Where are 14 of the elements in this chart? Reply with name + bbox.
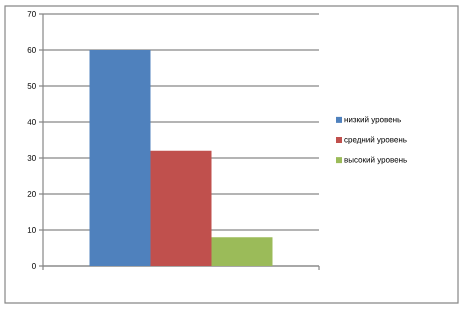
- bar: [150, 150, 212, 266]
- y-tick-label: 0: [32, 263, 36, 269]
- y-tick-label: 60: [28, 47, 36, 53]
- legend-label: низкий уровень: [344, 116, 401, 124]
- y-tick-label: 40: [27, 119, 36, 125]
- legend-label: средний уровень: [344, 136, 407, 144]
- y-tick-label: 30: [28, 155, 36, 161]
- legend-label: высокий уровень: [344, 156, 407, 164]
- y-tick-label: 20: [28, 191, 36, 197]
- bar: [90, 50, 151, 266]
- y-tick-label: 70: [28, 11, 36, 17]
- bar: [212, 237, 273, 266]
- y-tick-label: 50: [28, 83, 36, 89]
- y-tick-label: 10: [28, 227, 36, 233]
